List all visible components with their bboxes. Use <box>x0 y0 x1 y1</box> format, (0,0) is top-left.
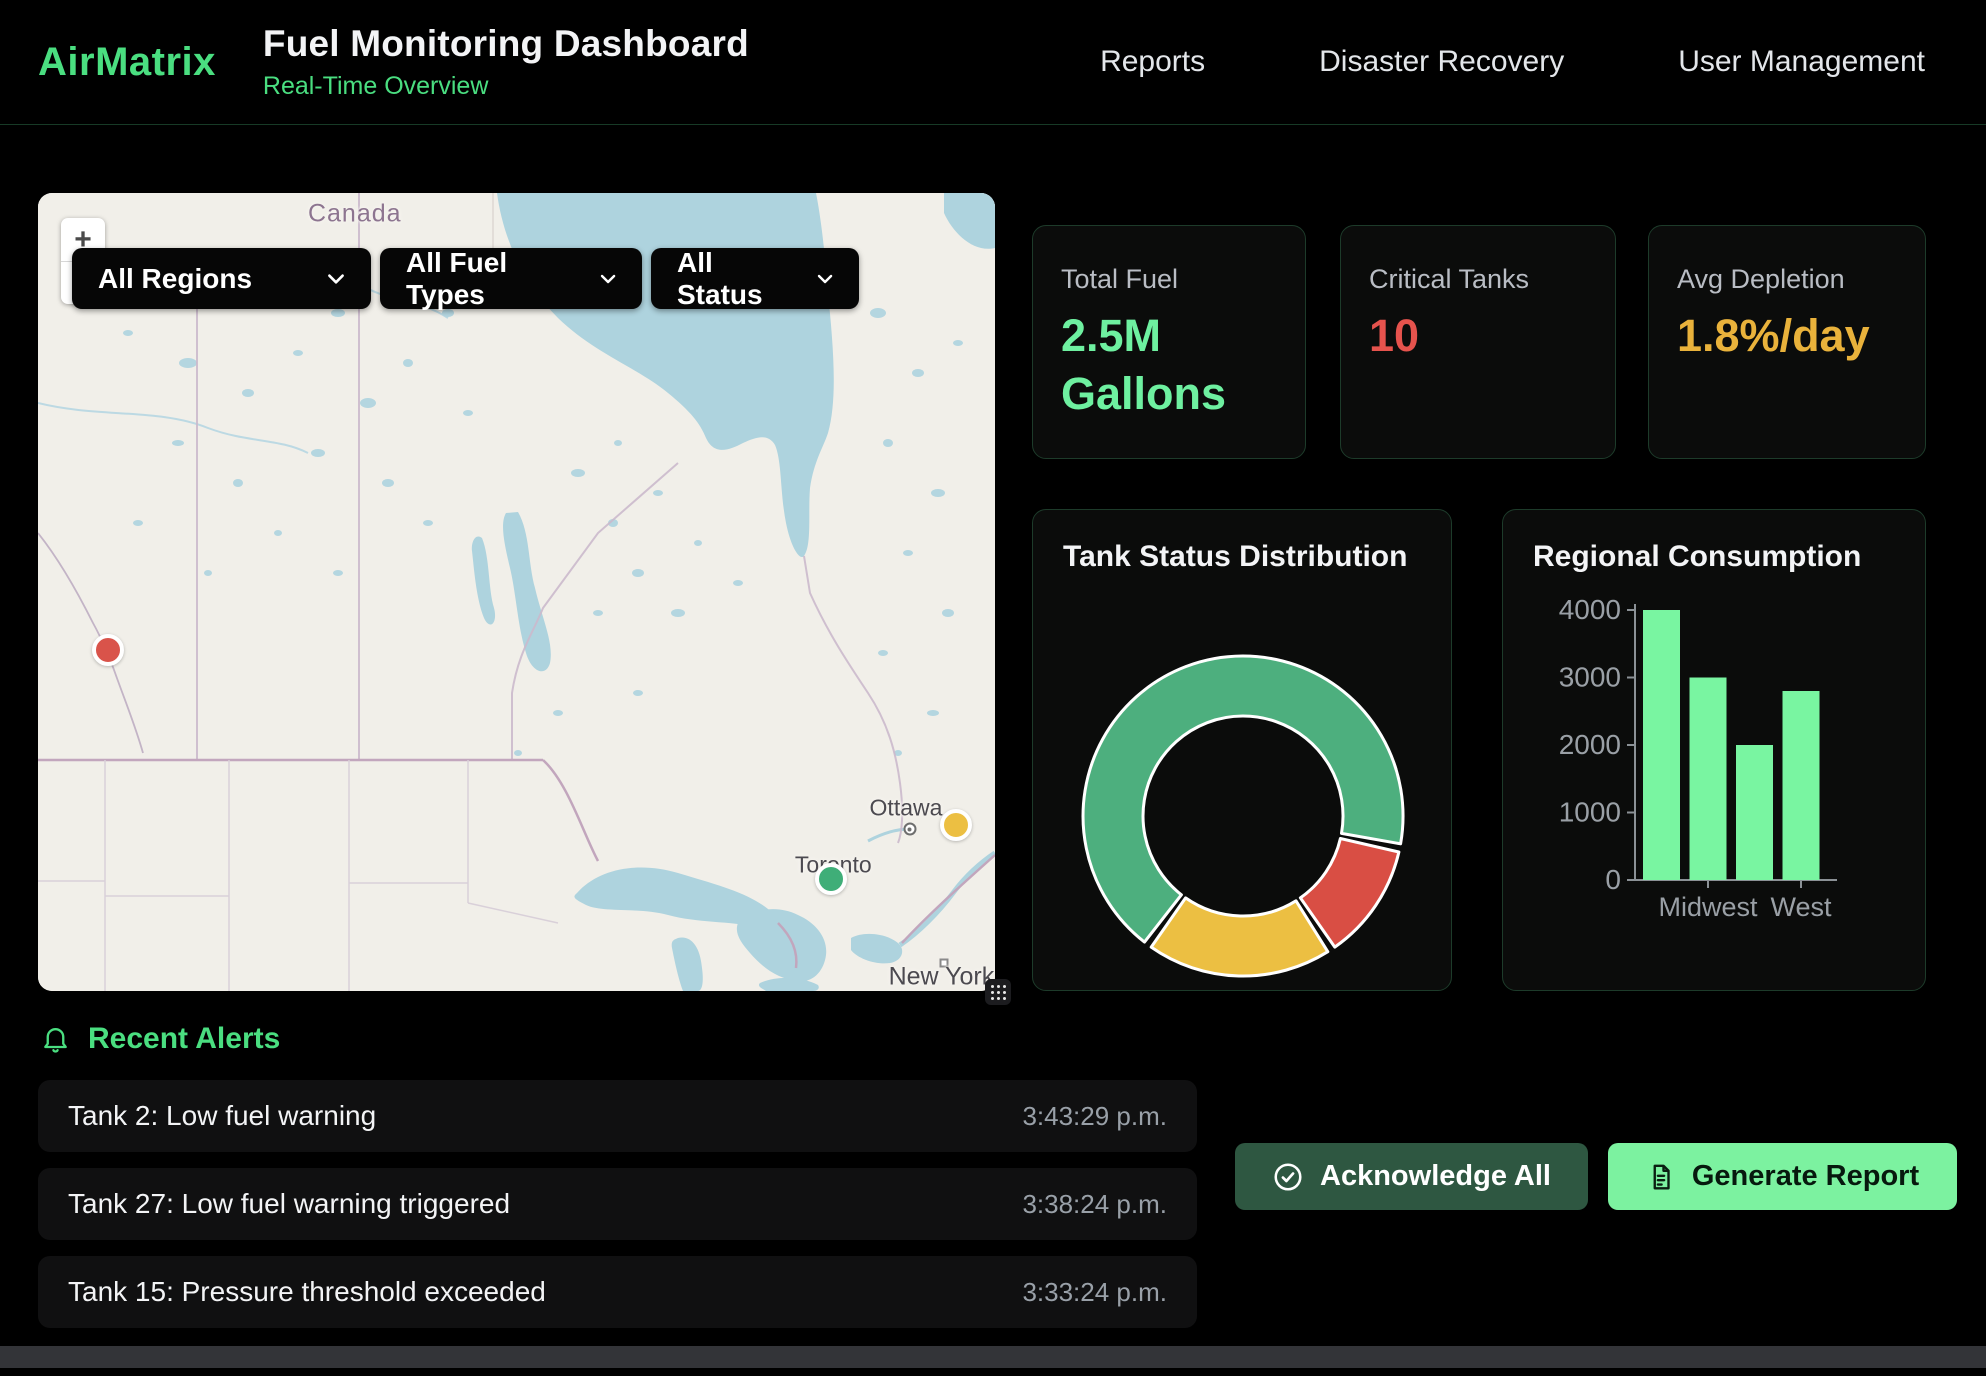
bar-0 <box>1643 610 1680 880</box>
recent-alerts-title: Recent Alerts <box>88 1022 280 1056</box>
nav-item-user-management[interactable]: User Management <box>1678 45 1925 79</box>
alert-row[interactable]: Tank 2: Low fuel warning 3:43:29 p.m. <box>38 1080 1197 1152</box>
acknowledge-all-button[interactable]: Acknowledge All <box>1235 1143 1588 1210</box>
tank-marker-critical[interactable] <box>92 634 124 666</box>
bar-1 <box>1690 678 1727 881</box>
alert-message: Tank 27: Low fuel warning triggered <box>68 1188 510 1220</box>
stat-value-avg-depletion: 1.8%/​day <box>1677 307 1897 365</box>
alert-timestamp: 3:43:29 p.m. <box>1022 1101 1167 1132</box>
page-subtitle: Real-Time Overview <box>263 72 749 101</box>
region-filter-value: All Regions <box>98 263 252 295</box>
map-label-ottawa: Ottawa <box>870 795 943 822</box>
status-filter-value: All Status <box>677 247 795 311</box>
alert-message: Tank 2: Low fuel warning <box>68 1100 376 1132</box>
svg-text:0: 0 <box>1605 864 1621 895</box>
app-logo[interactable]: AirMatrix <box>38 40 216 85</box>
tank-marker-warning[interactable] <box>940 809 972 841</box>
report-document-icon <box>1646 1162 1676 1192</box>
map-label-new-york: New York <box>889 963 995 991</box>
generate-report-label: Generate Report <box>1692 1160 1919 1193</box>
svg-text:1000: 1000 <box>1559 797 1621 828</box>
region-filter-dropdown[interactable]: All Regions <box>72 248 371 309</box>
stat-label: Avg Depletion <box>1677 264 1897 295</box>
nav-item-reports[interactable]: Reports <box>1100 45 1205 79</box>
tank-map[interactable]: Canada Ottawa Toronto New York + − All R… <box>38 193 995 991</box>
stat-card-total-fuel: Total Fuel 2.5M Gallons <box>1032 225 1306 459</box>
bar-2 <box>1736 745 1773 880</box>
fuel-type-filter-dropdown[interactable]: All Fuel Types <box>380 248 642 309</box>
ottawa-town-marker <box>903 823 916 836</box>
svg-text:West: West <box>1770 892 1832 922</box>
regional-consumption-bar-chart[interactable]: 0 1000 2000 3000 4000 Midwest West <box>1503 510 1927 992</box>
alert-row[interactable]: Tank 15: Pressure threshold exceeded 3:3… <box>38 1256 1197 1328</box>
svg-text:Midwest: Midwest <box>1658 892 1758 922</box>
alert-row[interactable]: Tank 27: Low fuel warning triggered 3:38… <box>38 1168 1197 1240</box>
fuel-type-filter-value: All Fuel Types <box>406 247 578 311</box>
tank-status-card: Tank Status Distribution <box>1032 509 1452 991</box>
main-nav: Reports Disaster Recovery User Managemen… <box>1100 45 1925 79</box>
stat-card-avg-depletion: Avg Depletion 1.8%/​day <box>1648 225 1926 459</box>
chevron-down-icon <box>815 268 835 290</box>
stat-value-total-fuel: 2.5M Gallons <box>1061 307 1277 422</box>
alert-timestamp: 3:38:24 p.m. <box>1022 1189 1167 1220</box>
page-title-block: Fuel Monitoring Dashboard Real-Time Over… <box>263 23 749 101</box>
svg-text:2000: 2000 <box>1559 729 1621 760</box>
top-nav-bar: AirMatrix Fuel Monitoring Dashboard Real… <box>0 0 1986 125</box>
alert-message: Tank 15: Pressure threshold exceeded <box>68 1276 546 1308</box>
stat-card-critical-tanks: Critical Tanks 10 <box>1340 225 1616 459</box>
stat-label: Total Fuel <box>1061 264 1277 295</box>
check-circle-icon <box>1272 1161 1304 1193</box>
bell-icon <box>40 1024 71 1055</box>
donut-segment-warning <box>1151 898 1328 976</box>
page-title: Fuel Monitoring Dashboard <box>263 23 749 65</box>
stat-label: Critical Tanks <box>1369 264 1587 295</box>
nav-item-disaster-recovery[interactable]: Disaster Recovery <box>1319 45 1564 79</box>
tank-marker-normal[interactable] <box>815 863 847 895</box>
regional-consumption-card: Regional Consumption 01000200030004000Mi… <box>1502 509 1926 991</box>
map-resize-handle[interactable] <box>985 979 1011 1005</box>
map-filters: All Regions All Fuel Types All Status <box>72 248 859 309</box>
bar-3 <box>1783 691 1820 880</box>
stat-value-critical-tanks: 10 <box>1369 307 1587 365</box>
svg-text:4000: 4000 <box>1559 594 1621 625</box>
chevron-down-icon <box>325 268 347 290</box>
recent-alerts-heading: Recent Alerts <box>40 1022 280 1056</box>
generate-report-button[interactable]: Generate Report <box>1608 1143 1957 1210</box>
chevron-down-icon <box>598 268 618 290</box>
acknowledge-all-label: Acknowledge All <box>1320 1160 1551 1193</box>
tank-status-donut-chart[interactable] <box>1033 510 1453 992</box>
svg-text:3000: 3000 <box>1559 662 1621 693</box>
map-label-canada: Canada <box>308 199 402 228</box>
status-filter-dropdown[interactable]: All Status <box>651 248 859 309</box>
footer-bar <box>0 1346 1986 1368</box>
alert-timestamp: 3:33:24 p.m. <box>1022 1277 1167 1308</box>
